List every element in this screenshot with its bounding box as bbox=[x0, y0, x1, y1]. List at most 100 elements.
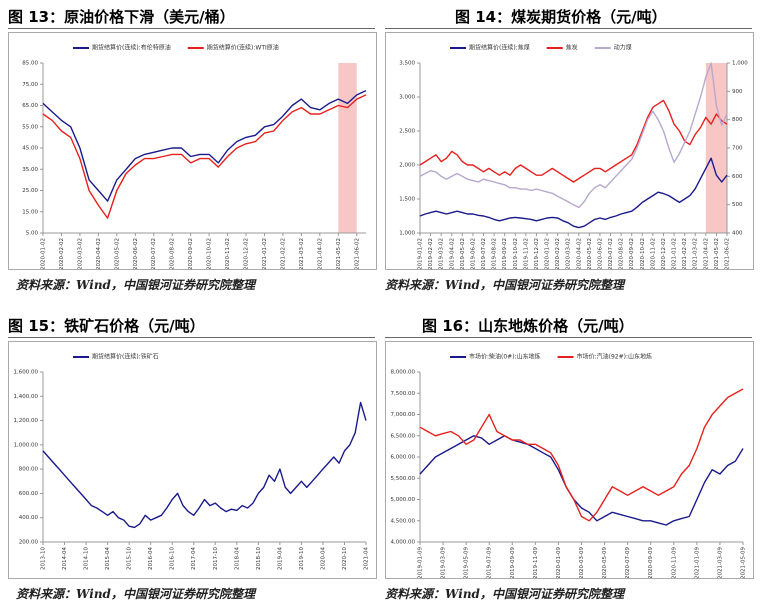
figure-caption: 图 15：铁矿石价格（元/吨） bbox=[8, 317, 205, 335]
x-tick-label: 2019-02-02 bbox=[428, 238, 434, 269]
x-tick-label: 2020-02-02 bbox=[555, 238, 561, 269]
x-tick-label: 2020-02-02 bbox=[59, 238, 65, 269]
chart: 4,000.00 4,500.00 5,000.00 5,500.00 6,000.00… bbox=[391, 353, 747, 579]
x-tick-label: 2020-10 bbox=[342, 547, 348, 570]
y-tick-label: 700 bbox=[732, 146, 743, 152]
legend-label: 市场价:汽油(92#):山东地炼 bbox=[577, 353, 652, 361]
y-tick-label: 85.00 bbox=[22, 61, 38, 67]
x-tick-label: 2021-02-02 bbox=[682, 238, 688, 269]
y-tick-label: 1,000.00 bbox=[14, 442, 39, 448]
x-tick-label: 2020-04 bbox=[320, 547, 326, 570]
x-tick-label: 2019-05-09 bbox=[464, 547, 470, 578]
y-tick-label: 4,500.00 bbox=[391, 518, 416, 524]
x-tick-label: 2020-12-02 bbox=[244, 238, 250, 269]
x-tick-label: 2020-05-02 bbox=[114, 238, 120, 269]
y-tick-label: 1,200.00 bbox=[14, 418, 39, 424]
series-line bbox=[419, 99, 728, 183]
x-tick-label: 2021-04-02 bbox=[317, 238, 323, 269]
x-tick-label: 2019-07-02 bbox=[481, 238, 487, 269]
x-tick-label: 2020-01-02 bbox=[41, 238, 47, 269]
y-tick-label: 400.00 bbox=[19, 515, 39, 521]
chart-box: 1,000 1,500 2,000 2,500 3,000 3,500 400 500 600 7… bbox=[385, 32, 754, 270]
x-tick-label: 2020-03-02 bbox=[566, 238, 572, 269]
x-tick-label: 2020-03-09 bbox=[579, 547, 585, 578]
x-tick-label: 2017-10 bbox=[213, 547, 219, 570]
series-line bbox=[419, 435, 744, 526]
y-tick-label: 2,500 bbox=[399, 129, 415, 135]
y-tick-label: 45.00 bbox=[22, 146, 38, 152]
y-tick-label: 1,000 bbox=[732, 61, 748, 67]
x-tick-label: 2019-10-02 bbox=[513, 238, 519, 269]
y-tick-label: 800 bbox=[732, 117, 743, 123]
x-tick-label: 2018-10 bbox=[256, 547, 262, 570]
y-tick-label: 35.00 bbox=[22, 167, 38, 173]
y-tick-label: 400 bbox=[732, 231, 743, 237]
x-tick-label: 2019-07-09 bbox=[487, 547, 493, 578]
y-tick-label: 3,000 bbox=[399, 95, 415, 101]
x-tick-label: 2021-05-02 bbox=[714, 238, 720, 269]
y-tick-label: 500 bbox=[732, 202, 743, 208]
x-tick-label: 2020-07-02 bbox=[151, 238, 157, 269]
x-tick-label: 2019-11-02 bbox=[523, 238, 529, 269]
legend-label: 期货结算价(连续):焦煤 bbox=[469, 44, 530, 52]
x-tick-label: 2019-05-02 bbox=[460, 238, 466, 269]
x-tick-label: 2020-05-02 bbox=[587, 238, 593, 269]
x-tick-label: 2016-10 bbox=[170, 547, 176, 570]
y-tick-label: 7,000.00 bbox=[391, 412, 416, 418]
caption-rule bbox=[8, 337, 375, 338]
legend-label: 市场价:柴油(0#):山东地炼 bbox=[469, 353, 541, 361]
x-tick-label: 2020-07-02 bbox=[608, 238, 614, 269]
x-tick-label: 2021-03-02 bbox=[693, 238, 699, 269]
x-tick-label: 2020-10-02 bbox=[207, 238, 213, 269]
x-tick-label: 2021-01-09 bbox=[694, 547, 700, 578]
x-tick-label: 2020-06-02 bbox=[597, 238, 603, 269]
series-line bbox=[419, 388, 744, 522]
chart-box: 4,000.00 4,500.00 5,000.00 5,500.00 6,000.00… bbox=[385, 341, 754, 579]
x-tick-label: 2020-03-02 bbox=[77, 238, 83, 269]
y-tick-label: 900 bbox=[732, 89, 743, 95]
x-tick-label: 2021-04-02 bbox=[703, 238, 709, 269]
x-tick-label: 2020-01-02 bbox=[545, 238, 551, 269]
x-tick-label: 2020-04-02 bbox=[96, 238, 102, 269]
y-tick-label: 25.00 bbox=[22, 188, 38, 194]
y-tick-label: 600 bbox=[732, 174, 743, 180]
x-tick-label: 2019-09-02 bbox=[502, 238, 508, 269]
y-tick-label: 1,600.00 bbox=[14, 370, 39, 376]
series-line bbox=[42, 89, 367, 202]
x-tick-label: 2019-03-02 bbox=[439, 238, 445, 269]
x-tick-label: 2021-01-02 bbox=[672, 238, 678, 269]
x-tick-label: 2019-12-02 bbox=[534, 238, 540, 269]
x-tick-label: 2015-10 bbox=[127, 547, 133, 570]
highlight-band bbox=[338, 63, 357, 233]
x-tick-label: 2019-11-09 bbox=[533, 547, 539, 578]
chart-box: 5.00 15.00 25.00 35.00 45.00 55.00 65.00 75.00 8… bbox=[8, 32, 377, 270]
caption-rule bbox=[385, 337, 752, 338]
legend-label: 期货结算价(连续):WTI原油 bbox=[207, 44, 279, 52]
y-tick-label: 5,000.00 bbox=[391, 497, 416, 503]
x-tick-label: 2019-03-09 bbox=[441, 547, 447, 578]
x-tick-label: 2019-08-02 bbox=[492, 238, 498, 269]
x-tick-label: 2020-07-09 bbox=[625, 547, 631, 578]
caption-rule bbox=[8, 28, 375, 29]
x-tick-label: 2021-02-02 bbox=[280, 238, 286, 269]
x-tick-label: 2018-04 bbox=[234, 547, 240, 570]
chart-box: 200.00 400.00 600.00 800.00 1,000.00 1,200.00… bbox=[8, 341, 377, 579]
figure-caption: 图 16：山东地炼价格（元/吨） bbox=[422, 317, 634, 335]
y-tick-label: 1,500 bbox=[399, 197, 415, 203]
x-tick-label: 2019-01-09 bbox=[418, 547, 424, 578]
x-tick-label: 2017-04 bbox=[191, 547, 197, 570]
x-tick-label: 2020-12-02 bbox=[661, 238, 667, 269]
y-tick-label: 1,000 bbox=[399, 231, 415, 237]
x-tick-label: 2019-06-02 bbox=[470, 238, 476, 269]
x-tick-label: 2021-03-09 bbox=[717, 547, 723, 578]
series-line bbox=[419, 62, 728, 209]
x-tick-label: 2020-11-02 bbox=[225, 238, 231, 269]
y-tick-label: 5,500.00 bbox=[391, 476, 416, 482]
figure-caption: 图 13：原油价格下滑（美元/桶） bbox=[8, 8, 235, 26]
x-tick-label: 2020-08-02 bbox=[170, 238, 176, 269]
x-tick-label: 2021-03-02 bbox=[299, 238, 305, 269]
y-tick-label: 6,500.00 bbox=[391, 433, 416, 439]
y-tick-label: 7,500.00 bbox=[391, 391, 416, 397]
chart: 5.00 15.00 25.00 35.00 45.00 55.00 65.00 75.00 8… bbox=[22, 44, 367, 270]
x-tick-label: 2020-05-09 bbox=[602, 547, 608, 578]
